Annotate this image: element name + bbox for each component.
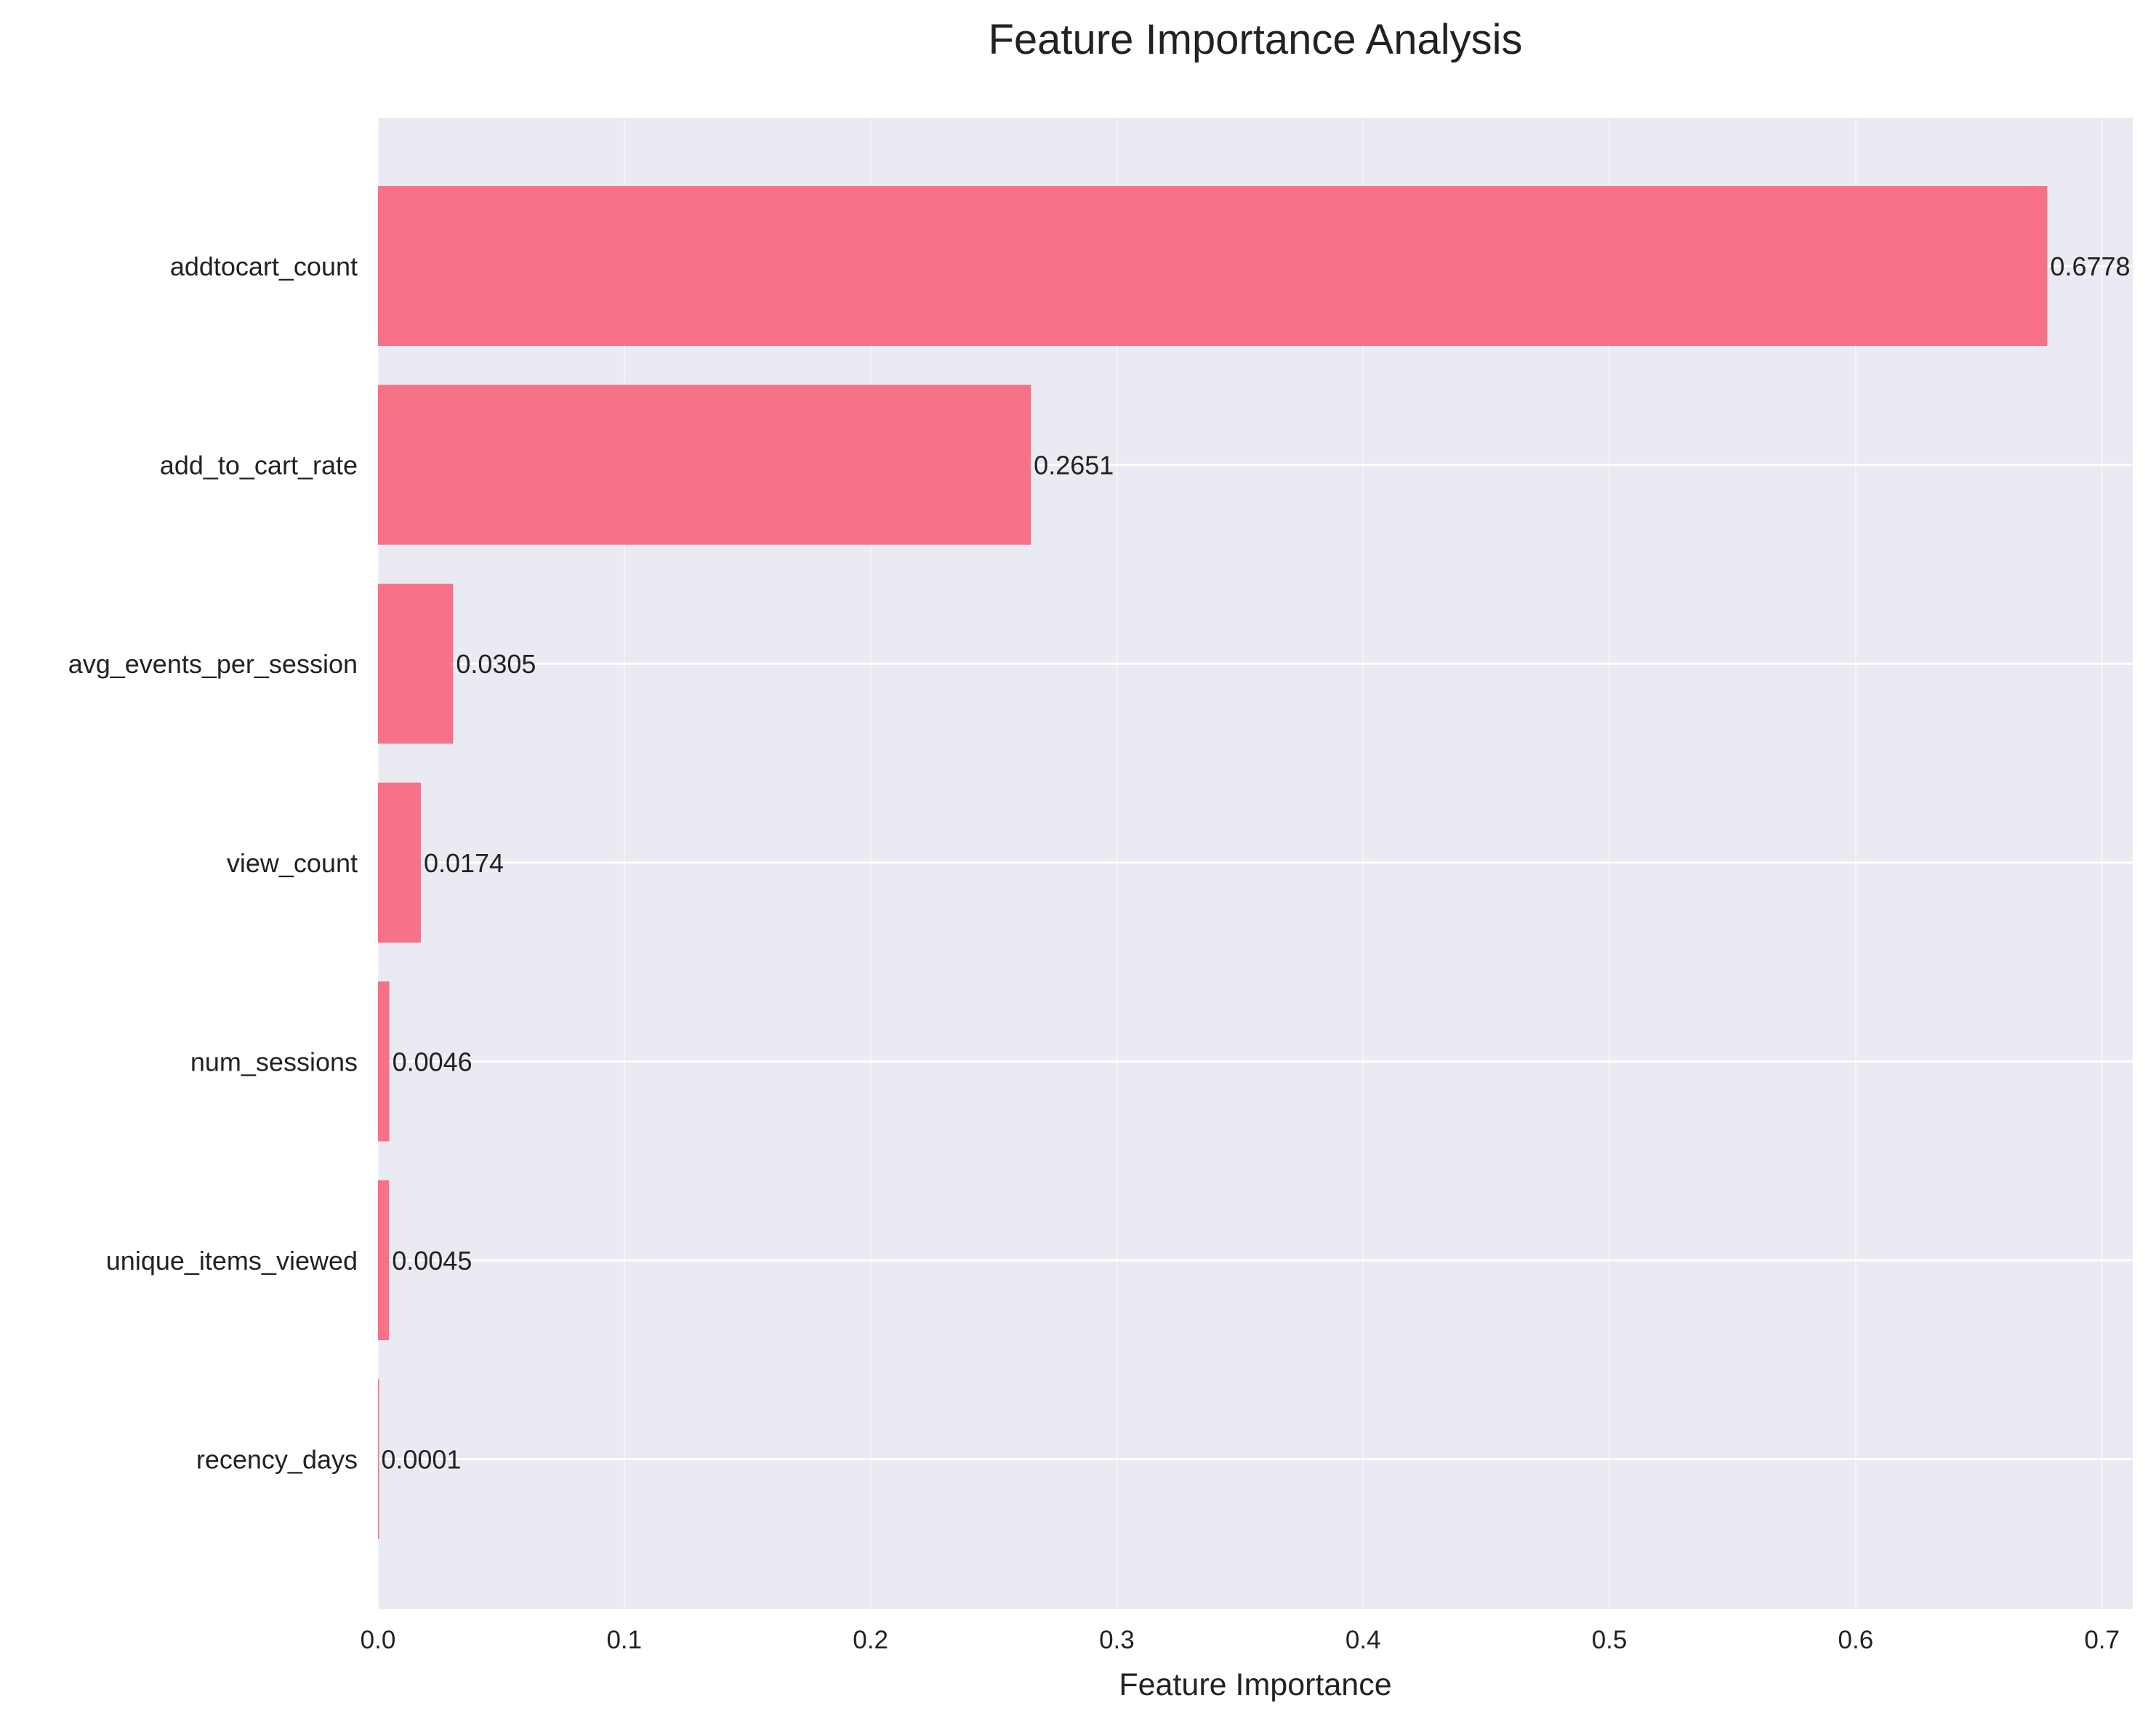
bar-value-label: 0.2651 — [1034, 451, 1114, 480]
bar — [378, 1180, 390, 1340]
bar-value-label: 0.0174 — [424, 848, 504, 878]
y-tick-label: view_count — [227, 848, 358, 878]
bar — [378, 782, 421, 943]
y-tick-label: recency_days — [196, 1445, 358, 1475]
y-tick-label: num_sessions — [190, 1047, 358, 1076]
bar — [378, 981, 390, 1142]
x-tick-label: 0.1 — [606, 1626, 642, 1654]
x-tick-label: 0.4 — [1346, 1626, 1381, 1654]
bar-value-label: 0.6778 — [2050, 251, 2130, 281]
y-tick-labels: addtocart_count add_to_cart_rate avg_event… — [68, 251, 358, 1475]
y-tick-label: unique_items_viewed — [106, 1246, 358, 1276]
bar — [378, 186, 2048, 346]
x-tick-label: 0.5 — [1592, 1626, 1628, 1654]
bar-value-label: 0.0001 — [381, 1445, 461, 1475]
y-tick-label: add_to_cart_rate — [160, 451, 358, 480]
bar — [378, 584, 454, 744]
y-tick-label: avg_events_per_session — [68, 649, 358, 679]
bar — [378, 1379, 379, 1539]
value-labels: 0.6778 0.2651 0.0305 0.0174 0.0046 0.0045 0.00… — [381, 251, 2130, 1475]
x-tick-label: 0.6 — [1838, 1626, 1874, 1654]
chart-title: Feature Importance Analysis — [988, 16, 1522, 63]
bar-value-label: 0.0046 — [393, 1047, 472, 1076]
x-axis-label: Feature Importance — [1119, 1667, 1391, 1702]
y-tick-label: addtocart_count — [170, 251, 358, 281]
bars — [378, 186, 2048, 1539]
x-tick-label: 0.0 — [361, 1626, 396, 1654]
x-tick-label: 0.2 — [853, 1626, 888, 1654]
x-tick-labels: 0.0 0.1 0.2 0.3 0.4 0.5 0.6 0.7 — [361, 1626, 2120, 1654]
x-tick-label: 0.3 — [1099, 1626, 1135, 1654]
bar-value-label: 0.0305 — [456, 649, 536, 679]
x-tick-label: 0.7 — [2084, 1626, 2120, 1654]
bar-value-label: 0.0045 — [392, 1246, 472, 1276]
grid-lines — [377, 118, 2133, 1609]
bar — [378, 384, 1031, 545]
